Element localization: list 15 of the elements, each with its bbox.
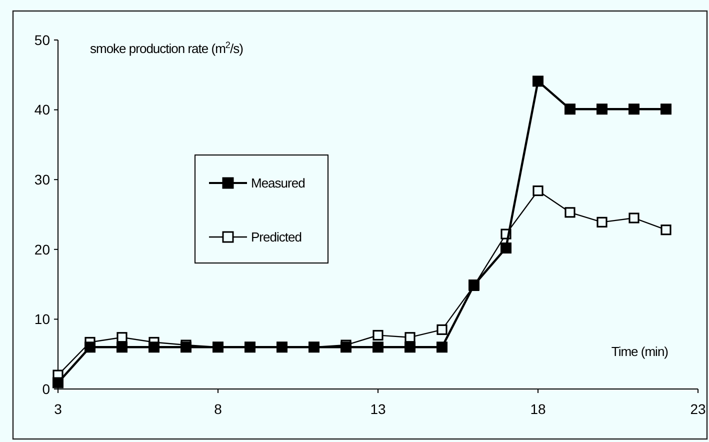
x-tick-label: 8	[214, 401, 222, 417]
legend-label: Measured	[251, 176, 306, 191]
y-axis-title: smoke production rate (m$^{2}$/s)	[90, 40, 244, 56]
x-tick-label: 3	[54, 401, 62, 417]
x-tick-label: 13	[370, 401, 386, 417]
y-tick-label: 0	[42, 380, 50, 397]
legend-label: Predicted	[251, 230, 302, 245]
x-tick-label: 23	[690, 401, 706, 417]
y-tick-label: 20	[34, 241, 50, 258]
y-tick-label: 30	[34, 172, 50, 188]
y-tick-label: 50	[34, 32, 50, 48]
x-axis-title: Time (min)	[611, 344, 668, 359]
y-tick-label: 10	[34, 311, 50, 328]
y-tick-label: 40	[34, 102, 50, 118]
x-tick-label: 18	[530, 401, 546, 417]
